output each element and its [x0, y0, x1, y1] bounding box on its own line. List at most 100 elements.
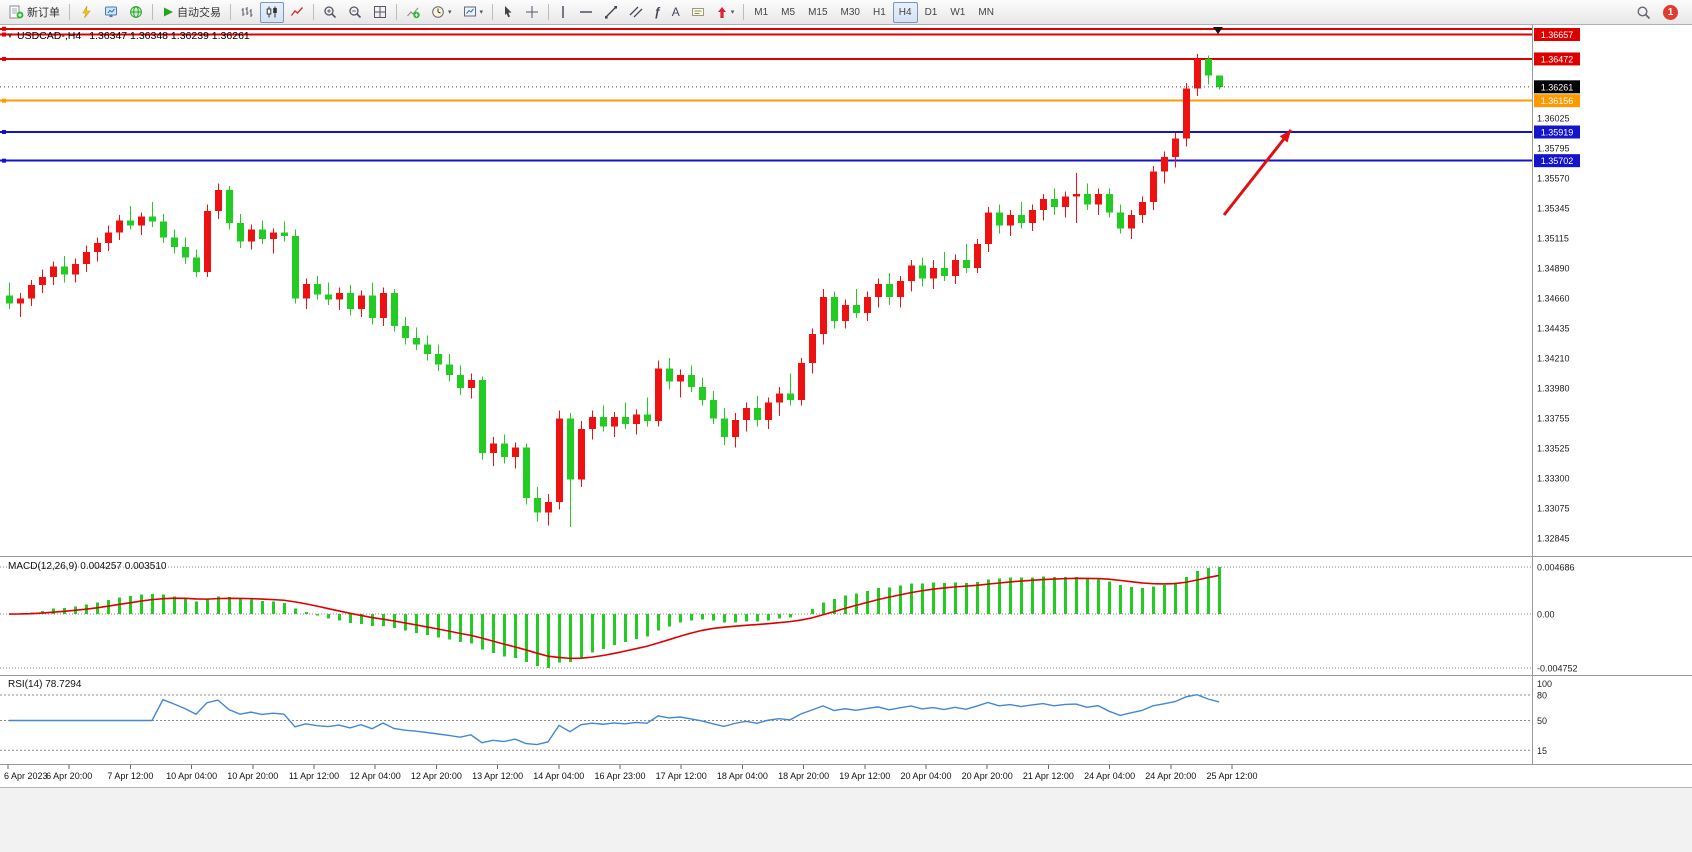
trendline-button[interactable]: [599, 2, 623, 23]
candle: [985, 212, 992, 245]
horizontal-line-icon: [579, 7, 593, 17]
bar-chart-button[interactable]: [235, 2, 259, 23]
candle: [424, 344, 431, 354]
candle: [534, 497, 541, 513]
chevron-down-icon: ▾: [479, 8, 484, 16]
vertical-line-icon: [558, 5, 568, 19]
candle: [1062, 196, 1069, 208]
candle: [908, 265, 915, 282]
time-axis-label: 6 Apr 2023: [4, 771, 48, 781]
candle: [83, 252, 90, 264]
timeframe-w1-button[interactable]: W1: [944, 2, 971, 23]
crosshair-button[interactable]: [520, 2, 544, 23]
zoom-in-button[interactable]: [318, 2, 342, 23]
candle: [567, 418, 574, 480]
chart-title: USDCAD-,H4 1.36347 1.36348 1.36239 1.3626…: [17, 30, 250, 42]
annotations: [1222, 129, 1293, 216]
timeframe-h4-button[interactable]: H4: [892, 1, 918, 23]
cursor-icon: [502, 5, 514, 19]
candle: [754, 407, 761, 420]
search-button[interactable]: [1631, 2, 1656, 23]
chart-window-button[interactable]: [99, 2, 123, 23]
tile-windows-button[interactable]: [368, 2, 392, 23]
candle: [622, 417, 629, 424]
new-order-button[interactable]: 新订单: [4, 2, 65, 23]
price-axis-label: 1.35795: [1537, 144, 1570, 154]
equidistant-channel-button[interactable]: [624, 2, 648, 23]
candle: [600, 417, 607, 427]
candle: [523, 447, 530, 498]
community-button[interactable]: [124, 2, 148, 23]
price-chart-canvas[interactable]: 1.36025 1.35795 1.35570 1.35345 1.35115 1.348…: [0, 25, 1692, 787]
zoom-out-icon: [348, 5, 362, 19]
cursor-button[interactable]: [497, 2, 519, 23]
candle: [974, 244, 981, 268]
candle: [820, 296, 827, 334]
candle: [391, 293, 398, 327]
autotrading-play-icon: [162, 6, 174, 18]
timeframe-m1-button[interactable]: M1: [748, 2, 774, 23]
indicators-button[interactable]: [401, 2, 425, 23]
trend-arrow[interactable]: [1222, 129, 1293, 216]
chart-ohlc: 1.36347 1.36348 1.36239 1.36261: [89, 30, 250, 42]
fibonacci-button[interactable]: ƒ: [649, 2, 666, 23]
search-icon: [1636, 5, 1651, 20]
time-axis-label: 20 Apr 20:00: [962, 771, 1013, 781]
autotrading-button[interactable]: 自动交易: [157, 2, 226, 23]
candle: [1007, 215, 1014, 226]
text-label-button[interactable]: [686, 2, 710, 23]
candle: [930, 267, 937, 279]
candle: [655, 368, 662, 422]
globe-icon: [129, 5, 143, 19]
candle: [325, 294, 332, 300]
notification-badge[interactable]: 1: [1663, 4, 1678, 20]
chevron-down-icon: ▾: [448, 8, 452, 16]
candle: [435, 353, 442, 365]
timeframe-mn-button[interactable]: MN: [972, 2, 1000, 23]
time-axis-label: 19 Apr 12:00: [839, 771, 890, 781]
timeframe-group: M1 M5 M15 M30 H1 H4 D1 W1 MN: [748, 1, 1000, 23]
candle: [336, 293, 343, 300]
candlestick-chart-button[interactable]: [260, 1, 284, 23]
candle: [1018, 215, 1025, 224]
arrows-button[interactable]: ▾: [711, 2, 740, 23]
main-toolbar: 新订单 自动交易: [0, 0, 1692, 25]
metaeditor-button[interactable]: [74, 2, 98, 23]
candle: [160, 221, 167, 238]
svg-text:100: 100: [1537, 679, 1552, 689]
timeframe-m30-button[interactable]: M30: [835, 2, 866, 23]
add-indicator-icon: [406, 5, 420, 19]
timeframe-m15-button[interactable]: M15: [802, 2, 833, 23]
candle: [688, 374, 695, 387]
timeframe-h1-button[interactable]: H1: [867, 2, 892, 23]
zoom-out-button[interactable]: [343, 2, 367, 23]
text-tool-icon: A: [671, 5, 680, 19]
price-axis-label: 1.36025: [1537, 114, 1570, 124]
candle: [237, 223, 244, 242]
text-button[interactable]: A: [667, 2, 685, 23]
vertical-line-button[interactable]: [553, 2, 573, 23]
candle: [952, 260, 959, 276]
candle: [402, 326, 409, 338]
svg-text:50: 50: [1537, 716, 1547, 726]
price-levels: [0, 26, 1532, 163]
horizontal-line-button[interactable]: [574, 2, 598, 23]
periods-button[interactable]: ▾: [426, 2, 457, 23]
line-chart-button[interactable]: [285, 2, 309, 23]
candle: [1183, 88, 1190, 139]
timeframe-m5-button[interactable]: M5: [775, 2, 801, 23]
candle: [710, 400, 717, 419]
last-bar-marker: [1213, 27, 1223, 34]
templates-button[interactable]: ▾: [458, 2, 489, 23]
candle: [1128, 215, 1135, 229]
svg-text:0.004686: 0.004686: [1537, 563, 1575, 573]
price-axis-label: 1.33525: [1537, 444, 1570, 454]
price-level-label: [1534, 28, 1580, 42]
candle: [259, 229, 266, 239]
timeframe-d1-button[interactable]: D1: [919, 2, 944, 23]
toolbar-separator: [313, 4, 314, 20]
new-order-icon: [9, 5, 24, 19]
candlestick-chart-icon: [265, 5, 279, 19]
candle: [776, 393, 783, 403]
